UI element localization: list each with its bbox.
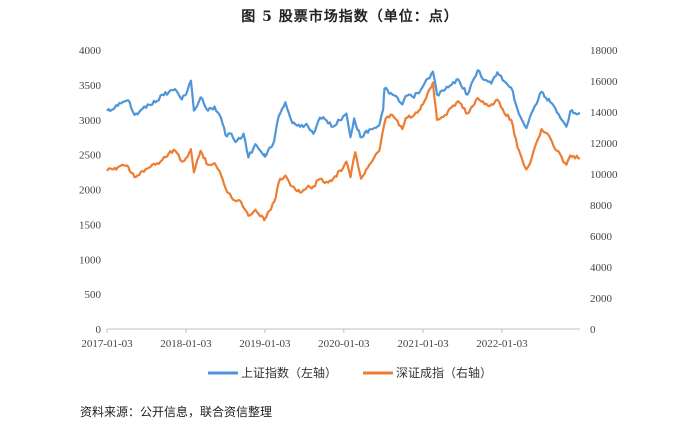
x-tick-label: 2020-01-03 <box>318 338 370 350</box>
y-left-tick-label: 4000 <box>79 45 102 57</box>
y-left-tick-label: 2500 <box>79 150 102 162</box>
y-right-tick-label: 0 <box>590 324 596 336</box>
y-left-tick-label: 3000 <box>79 115 102 127</box>
x-axis: 2017-01-03 2018-01-03 2019-01-03 2020-01-03… <box>81 328 580 350</box>
x-tick-label: 2018-01-03 <box>160 338 212 350</box>
series-line-1 <box>106 69 581 159</box>
legend-label-1: 上证指数（左轴） <box>241 365 337 380</box>
y-right-tick-label: 12000 <box>590 138 618 150</box>
series-lines <box>106 69 581 222</box>
y-left-tick-label: 2000 <box>79 185 102 197</box>
y-left-tick-label: 1500 <box>79 219 102 231</box>
y-right-tick-label: 2000 <box>590 293 613 305</box>
y-left-tick-label: 0 <box>96 324 102 336</box>
x-tick-label: 2022-01-03 <box>476 338 528 350</box>
y-right-tick-label: 6000 <box>590 231 613 243</box>
y-right-tick-label: 16000 <box>590 76 618 88</box>
y-right-tick-label: 14000 <box>590 107 618 119</box>
chart-title: 图 5 股票市场指数（单位：点） <box>241 9 459 25</box>
y-left-tick-label: 3500 <box>79 80 102 92</box>
y-right-tick-label: 10000 <box>590 169 618 181</box>
series-line-2 <box>106 81 581 222</box>
source-note: 资料来源：公开信息，联合资信整理 <box>80 405 273 419</box>
legend-label-2: 深证成指（右轴） <box>396 365 492 380</box>
y-left-tick-label: 1000 <box>79 254 102 266</box>
x-tick-label: 2021-01-03 <box>397 338 449 350</box>
y-left-tick-label: 500 <box>85 289 102 301</box>
y-left-axis: 0 500 1000 1500 2000 2500 3000 3500 4000 <box>79 45 102 336</box>
y-right-tick-label: 18000 <box>590 45 618 57</box>
x-tick-label: 2017-01-03 <box>81 338 133 350</box>
y-right-axis: 0 2000 4000 6000 8000 10000 12000 14000 16000 180… <box>590 45 618 336</box>
legend: 上证指数（左轴） 深证成指（右轴） <box>208 365 492 380</box>
x-tick-label: 2019-01-03 <box>239 338 291 350</box>
y-right-tick-label: 8000 <box>590 200 613 212</box>
y-right-tick-label: 4000 <box>590 262 613 274</box>
